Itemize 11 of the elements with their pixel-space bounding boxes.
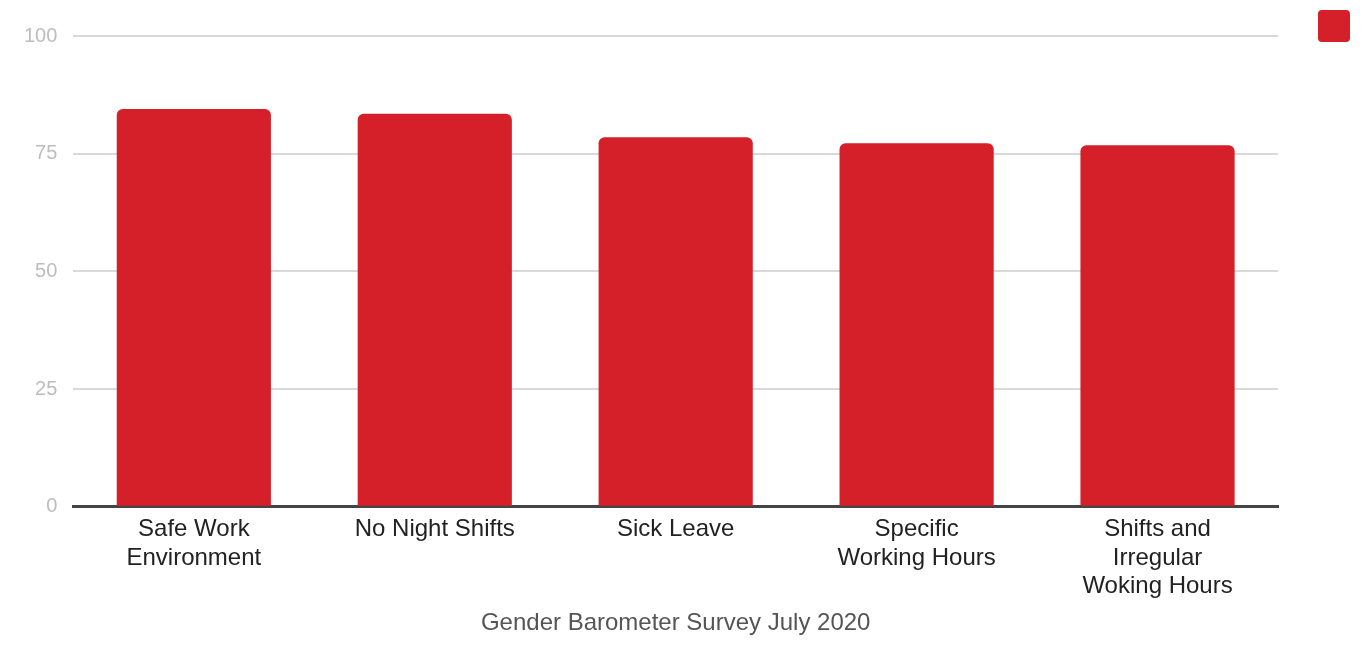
x-tick-label: No Night Shifts xyxy=(354,513,515,541)
y-tick-label: 50 xyxy=(35,258,58,281)
y-tick-label: 100 xyxy=(23,23,58,46)
x-tick-label: Shifts and Irregular Woking Hours xyxy=(1082,513,1233,599)
x-tick-label: Sick Leave xyxy=(616,513,735,541)
y-tick-label: 25 xyxy=(35,376,58,399)
x-tick-label: Safe Work Environment xyxy=(126,513,262,570)
x-tick-label: Specific Working Hours xyxy=(837,513,996,570)
x-axis-title: Gender Barometer Survey July 2020 xyxy=(480,608,871,636)
y-tick-label: 75 xyxy=(35,141,58,164)
y-tick-label: 0 xyxy=(46,494,58,517)
